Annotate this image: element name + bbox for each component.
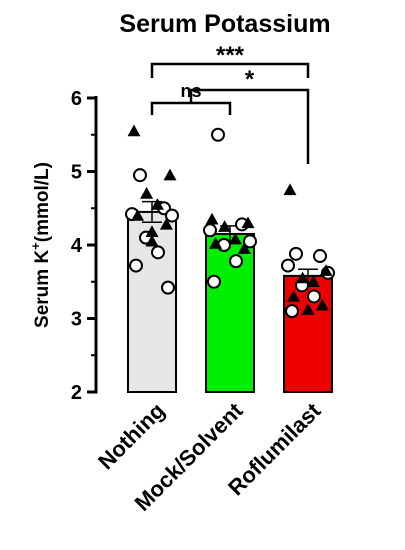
point-circle-1-6	[207, 274, 221, 289]
y-tick-label-3: 5	[71, 162, 82, 184]
point-triangle-1-0	[205, 212, 219, 225]
point-triangle-0-5	[159, 217, 173, 230]
point-triangle-2-1	[319, 264, 333, 276]
bracket-label-2: ***	[216, 42, 245, 69]
point-triangle-2-6	[301, 303, 315, 315]
bracket-1	[189, 88, 310, 164]
point-circle-2-5	[307, 289, 321, 304]
y-tick-label-4: 6	[71, 88, 82, 110]
point-circle-0-6	[129, 258, 143, 273]
bracket-0	[150, 101, 232, 115]
point-circle-1-2	[203, 223, 217, 238]
point-triangle-2-3	[306, 275, 320, 287]
point-triangle-0-2	[140, 187, 154, 199]
point-triangle-2-5	[315, 298, 329, 311]
y-axis-label-main: Serum K	[32, 250, 53, 328]
point-triangle-1-5	[237, 242, 251, 254]
point-circle-0-3	[165, 208, 179, 223]
point-circle-0-7	[161, 280, 175, 295]
x-label-0: Nothing	[93, 398, 169, 474]
y-axis-label-unit: (mmol/L)	[32, 162, 53, 242]
significance-brackets: ns ****	[150, 42, 310, 164]
point-circle-1-0	[211, 127, 225, 142]
point-circle-2-2	[281, 258, 295, 273]
y-tick-label-1: 3	[71, 309, 82, 331]
point-circle-2-6	[285, 304, 299, 319]
bracket-2	[150, 62, 310, 78]
axes: 2 3 4 5 6	[71, 88, 98, 404]
point-circle-2-1	[313, 249, 327, 264]
point-circle-0-0	[133, 168, 147, 183]
point-triangle-1-2	[218, 220, 232, 232]
y-tick-label-2: 4	[71, 235, 83, 257]
y-axis-label: Serum K+(mmol/L)	[28, 162, 53, 328]
point-triangle-0-6	[145, 225, 159, 237]
y-axis-label-superscript: +	[28, 242, 43, 250]
point-triangle-2-2	[296, 271, 310, 284]
point-triangle-1-4	[209, 237, 223, 249]
point-circle-2-0	[289, 246, 303, 261]
point-triangle-2-4	[287, 289, 301, 302]
point-circle-0-5	[151, 245, 165, 260]
point-triangle-0-3	[150, 198, 164, 210]
point-triangle-0-7	[145, 234, 159, 247]
point-triangle-1-1	[241, 216, 255, 229]
point-triangle-0-0	[127, 124, 141, 137]
point-circle-1-5	[229, 254, 243, 269]
point-triangle-0-4	[131, 209, 145, 221]
point-triangle-0-1	[163, 168, 177, 181]
y-tick-label-0: 2	[71, 382, 82, 404]
bracket-label-1: *	[245, 66, 255, 93]
point-triangle-1-3	[228, 232, 242, 245]
chart-title: Serum Potassium	[119, 10, 330, 38]
point-circle-1-3	[243, 234, 257, 249]
point-triangle-2-0	[283, 183, 297, 196]
data-points	[125, 124, 335, 319]
